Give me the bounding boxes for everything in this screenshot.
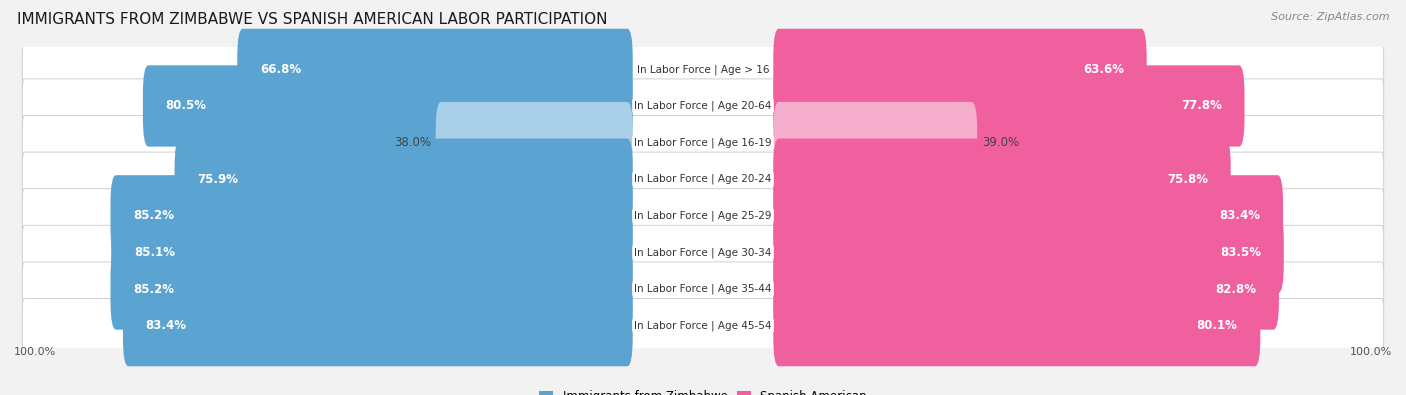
FancyBboxPatch shape: [22, 115, 1384, 170]
Text: In Labor Force | Age > 16: In Labor Force | Age > 16: [637, 64, 769, 75]
FancyBboxPatch shape: [773, 175, 1284, 256]
Text: 85.2%: 85.2%: [134, 282, 174, 295]
FancyBboxPatch shape: [773, 248, 1279, 330]
Text: 63.6%: 63.6%: [1083, 63, 1123, 76]
FancyBboxPatch shape: [773, 102, 977, 183]
Text: 75.9%: 75.9%: [197, 173, 239, 186]
FancyBboxPatch shape: [22, 225, 1384, 280]
FancyBboxPatch shape: [773, 285, 1260, 366]
Text: 82.8%: 82.8%: [1215, 282, 1256, 295]
FancyBboxPatch shape: [773, 212, 1284, 293]
Text: 100.0%: 100.0%: [14, 346, 56, 357]
FancyBboxPatch shape: [436, 102, 633, 183]
Text: In Labor Force | Age 20-64: In Labor Force | Age 20-64: [634, 101, 772, 111]
FancyBboxPatch shape: [111, 212, 633, 293]
FancyBboxPatch shape: [773, 139, 1230, 220]
Text: In Labor Force | Age 30-34: In Labor Force | Age 30-34: [634, 247, 772, 258]
Text: 80.1%: 80.1%: [1197, 319, 1237, 332]
Text: 83.4%: 83.4%: [1219, 209, 1260, 222]
FancyBboxPatch shape: [122, 285, 633, 366]
FancyBboxPatch shape: [22, 299, 1384, 353]
Text: 100.0%: 100.0%: [1350, 346, 1392, 357]
Text: In Labor Force | Age 16-19: In Labor Force | Age 16-19: [634, 137, 772, 148]
FancyBboxPatch shape: [22, 152, 1384, 206]
Text: 83.4%: 83.4%: [146, 319, 187, 332]
Text: 66.8%: 66.8%: [260, 63, 301, 76]
Text: 39.0%: 39.0%: [981, 136, 1019, 149]
Text: In Labor Force | Age 25-29: In Labor Force | Age 25-29: [634, 211, 772, 221]
Text: 85.2%: 85.2%: [134, 209, 174, 222]
Text: IMMIGRANTS FROM ZIMBABWE VS SPANISH AMERICAN LABOR PARTICIPATION: IMMIGRANTS FROM ZIMBABWE VS SPANISH AMER…: [17, 12, 607, 27]
FancyBboxPatch shape: [111, 248, 633, 330]
FancyBboxPatch shape: [773, 65, 1244, 147]
FancyBboxPatch shape: [22, 42, 1384, 96]
Text: 77.8%: 77.8%: [1181, 100, 1222, 113]
FancyBboxPatch shape: [22, 79, 1384, 133]
Text: 83.5%: 83.5%: [1220, 246, 1261, 259]
Text: In Labor Force | Age 35-44: In Labor Force | Age 35-44: [634, 284, 772, 294]
FancyBboxPatch shape: [22, 262, 1384, 316]
Text: 80.5%: 80.5%: [166, 100, 207, 113]
FancyBboxPatch shape: [773, 29, 1147, 110]
Text: In Labor Force | Age 20-24: In Labor Force | Age 20-24: [634, 174, 772, 184]
Text: 85.1%: 85.1%: [134, 246, 174, 259]
FancyBboxPatch shape: [143, 65, 633, 147]
FancyBboxPatch shape: [22, 189, 1384, 243]
Legend: Immigrants from Zimbabwe, Spanish American: Immigrants from Zimbabwe, Spanish Americ…: [534, 385, 872, 395]
FancyBboxPatch shape: [174, 139, 633, 220]
Text: Source: ZipAtlas.com: Source: ZipAtlas.com: [1271, 12, 1389, 22]
Text: 38.0%: 38.0%: [394, 136, 430, 149]
FancyBboxPatch shape: [111, 175, 633, 256]
FancyBboxPatch shape: [238, 29, 633, 110]
Text: 75.8%: 75.8%: [1167, 173, 1208, 186]
Text: In Labor Force | Age 45-54: In Labor Force | Age 45-54: [634, 320, 772, 331]
